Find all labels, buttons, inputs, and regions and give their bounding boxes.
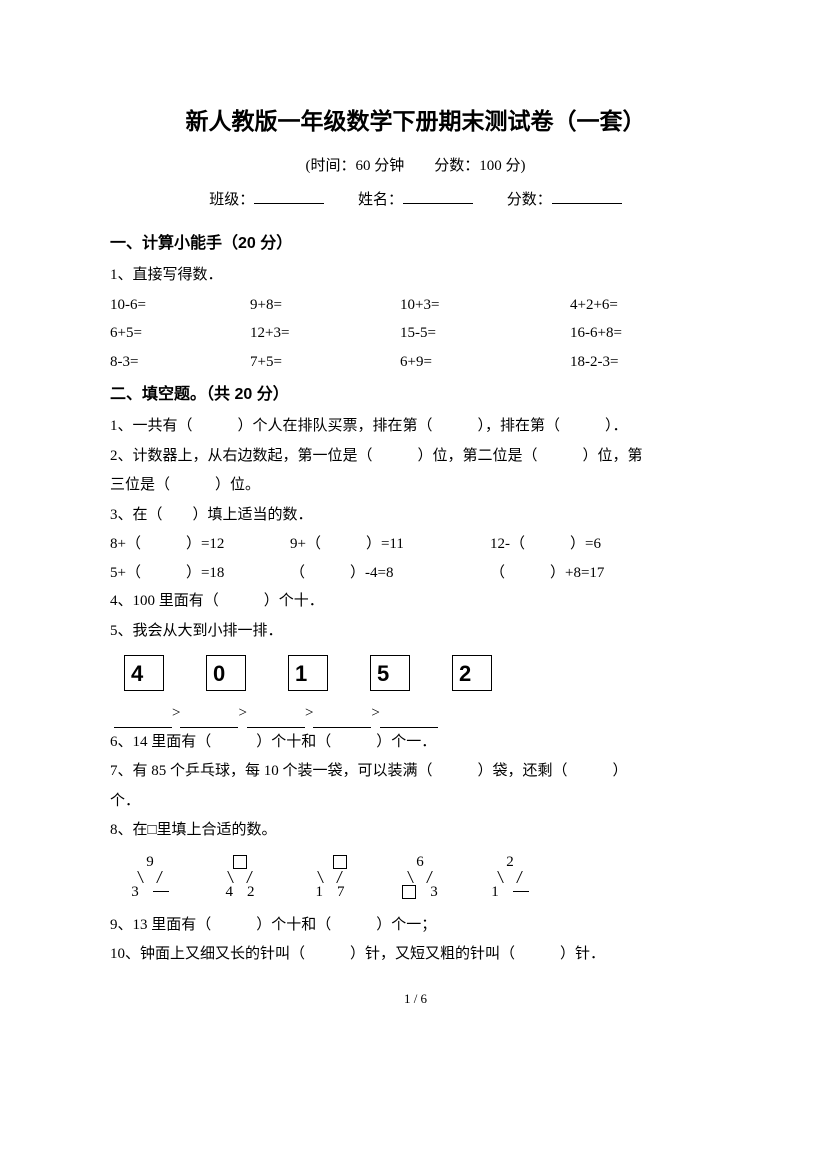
calc-cell: 9+8= xyxy=(250,291,400,320)
order-chain: >>>> xyxy=(114,699,721,728)
score-label: 分数： xyxy=(507,192,552,208)
q2-8: 8、在□里填上合适的数。 xyxy=(110,816,721,845)
num-box: 0 xyxy=(206,655,246,691)
split-tree: 9 3 xyxy=(130,853,170,901)
split-trees: 9 3 42 17 6 3 2 1 xyxy=(130,853,721,901)
num-box: 2 xyxy=(452,655,492,691)
tree-top xyxy=(233,853,247,871)
q2-3: 3、在（ ）填上适当的数． xyxy=(110,501,721,530)
num-box: 4 xyxy=(124,655,164,691)
tree-blank xyxy=(513,891,529,892)
calc-cell: 18-2-3= xyxy=(570,348,710,377)
fill-cell: 5+（ ）=18 xyxy=(110,559,290,588)
q2-4: 4、100 里面有（ ）个十． xyxy=(110,587,721,616)
section-1-head: 一、计算小能手（20 分） xyxy=(110,229,721,259)
fill-row: 5+（ ）=18 （ ）-4=8 （ ）+8=17 xyxy=(110,559,721,588)
split-tree: 17 xyxy=(310,853,350,901)
fill-cell: 12-（ ）=6 xyxy=(490,530,690,559)
tree-top xyxy=(313,853,347,871)
class-label: 班级： xyxy=(209,192,254,208)
calc-cell: 15-5= xyxy=(400,319,570,348)
split-tree: 42 xyxy=(220,853,260,901)
section-2-head: 二、填空题。（共 20 分） xyxy=(110,380,721,410)
split-tree: 2 1 xyxy=(490,853,530,901)
tree-top: 2 xyxy=(506,853,514,871)
name-blank xyxy=(403,189,473,204)
exam-title: 新人教版一年级数学下册期末测试卷（一套） xyxy=(110,100,721,144)
calc-cell: 7+5= xyxy=(250,348,400,377)
num-box: 5 xyxy=(370,655,410,691)
class-blank xyxy=(254,189,324,204)
name-label: 姓名： xyxy=(358,192,403,208)
q2-6: 6、14 里面有（ ）个十和（ ）个一． xyxy=(110,728,721,757)
num-box: 1 xyxy=(288,655,328,691)
q2-7b: 个． xyxy=(110,787,721,816)
fill-cell: 9+（ ）=11 xyxy=(290,530,490,559)
calc-cell: 10-6= xyxy=(110,291,250,320)
calc-cell: 12+3= xyxy=(250,319,400,348)
q2-2b: 三位是（ ）位。 xyxy=(110,471,721,500)
calc-cell: 4+2+6= xyxy=(570,291,710,320)
fill-row: 8+（ ）=12 9+（ ）=11 12-（ ）=6 xyxy=(110,530,721,559)
page-number: 1 / 6 xyxy=(110,987,721,1012)
score-blank xyxy=(552,189,622,204)
q2-7a: 7、有 85 个乒乓球，每 10 个装一袋，可以装满（ ）袋，还剩（ ） xyxy=(110,757,721,786)
q2-9: 9、13 里面有（ ）个十和（ ）个一； xyxy=(110,911,721,940)
tree-blank xyxy=(153,891,169,892)
calc-cell: 16-6+8= xyxy=(570,319,710,348)
fill-cell: （ ）-4=8 xyxy=(290,559,490,588)
split-tree: 6 3 xyxy=(400,853,440,901)
tree-top: 9 xyxy=(146,853,154,871)
calc-cell: 6+5= xyxy=(110,319,250,348)
calc-row: 10-6= 9+8= 10+3= 4+2+6= xyxy=(110,291,721,320)
calc-row: 6+5= 12+3= 15-5= 16-6+8= xyxy=(110,319,721,348)
exam-subtitle: (时间：60 分钟 分数：100 分) xyxy=(110,152,721,181)
info-line: 班级： 姓名： 分数： xyxy=(110,186,721,215)
number-boxes: 4 0 1 5 2 xyxy=(124,655,721,691)
calc-cell: 8-3= xyxy=(110,348,250,377)
q2-2a: 2、计数器上，从右边数起，第一位是（ ）位，第二位是（ ）位，第 xyxy=(110,442,721,471)
fill-cell: 8+（ ）=12 xyxy=(110,530,290,559)
calc-cell: 10+3= xyxy=(400,291,570,320)
q2-5: 5、我会从大到小排一排． xyxy=(110,617,721,646)
calc-row: 8-3= 7+5= 6+9= 18-2-3= xyxy=(110,348,721,377)
tree-top: 6 xyxy=(416,853,424,871)
q2-10: 10、钟面上又细又长的针叫（ ）针，又短又粗的针叫（ ）针． xyxy=(110,940,721,969)
calc-cell: 6+9= xyxy=(400,348,570,377)
tree-blank xyxy=(402,885,416,899)
q1-label: 1、直接写得数． xyxy=(110,261,721,290)
q2-1: 1、一共有（ ）个人在排队买票，排在第（ ），排在第（ ）． xyxy=(110,412,721,441)
fill-cell: （ ）+8=17 xyxy=(490,559,690,588)
